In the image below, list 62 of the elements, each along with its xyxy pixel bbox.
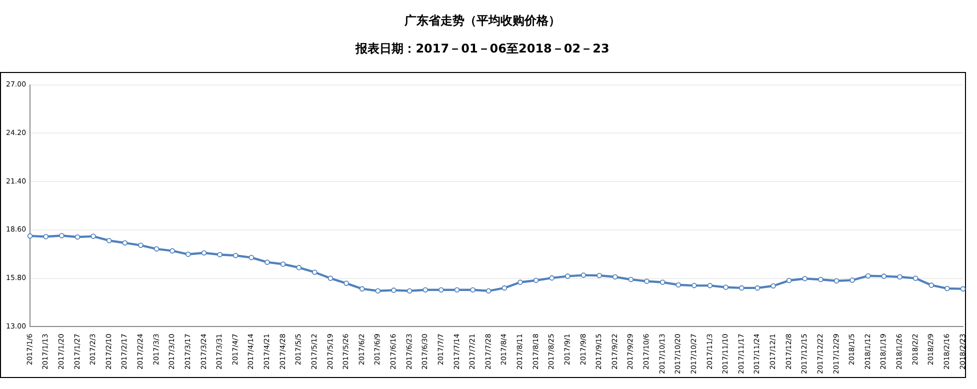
point bbox=[692, 282, 697, 288]
point bbox=[660, 280, 666, 285]
point bbox=[264, 260, 270, 265]
point bbox=[944, 286, 950, 292]
point bbox=[518, 280, 523, 285]
point bbox=[186, 252, 191, 257]
point bbox=[201, 250, 207, 256]
point bbox=[612, 274, 618, 280]
point bbox=[644, 278, 650, 284]
point bbox=[122, 240, 128, 246]
point bbox=[754, 285, 760, 291]
point bbox=[344, 280, 349, 286]
point bbox=[834, 278, 840, 284]
point bbox=[59, 232, 64, 238]
point bbox=[533, 278, 539, 284]
point bbox=[628, 276, 634, 282]
point bbox=[74, 234, 80, 240]
point bbox=[43, 234, 49, 240]
point bbox=[865, 273, 871, 279]
point bbox=[154, 246, 160, 252]
point bbox=[312, 270, 318, 275]
point bbox=[375, 288, 381, 294]
point bbox=[580, 272, 586, 278]
point bbox=[770, 283, 776, 289]
point bbox=[596, 272, 602, 278]
point bbox=[406, 288, 412, 294]
point bbox=[723, 284, 728, 290]
point bbox=[217, 252, 222, 258]
point bbox=[359, 286, 365, 292]
point bbox=[248, 254, 254, 260]
point bbox=[90, 234, 96, 239]
point bbox=[897, 274, 902, 280]
point bbox=[280, 261, 286, 267]
point bbox=[818, 276, 824, 282]
point bbox=[738, 285, 744, 291]
point bbox=[170, 248, 176, 254]
point bbox=[486, 288, 492, 294]
chart-subtitle: 报表日期：2017－01－06至2018－02－23 bbox=[354, 42, 610, 56]
point bbox=[106, 238, 112, 244]
point bbox=[549, 275, 555, 281]
point bbox=[881, 274, 887, 279]
point bbox=[438, 287, 444, 293]
point bbox=[912, 276, 918, 281]
point bbox=[676, 282, 682, 288]
point bbox=[27, 233, 33, 239]
point bbox=[454, 287, 460, 293]
point bbox=[422, 287, 428, 293]
point bbox=[707, 282, 713, 288]
point bbox=[470, 287, 476, 293]
point bbox=[786, 278, 792, 284]
point bbox=[296, 264, 302, 270]
point bbox=[502, 285, 508, 291]
point bbox=[802, 276, 808, 282]
point bbox=[138, 242, 144, 248]
chart-title: 广东省走势（平均收购价格） bbox=[404, 13, 560, 28]
point bbox=[391, 288, 396, 293]
point bbox=[232, 252, 238, 258]
point bbox=[565, 274, 570, 279]
point bbox=[328, 276, 334, 281]
point bbox=[850, 278, 855, 283]
point bbox=[928, 282, 934, 288]
point bbox=[960, 286, 966, 292]
